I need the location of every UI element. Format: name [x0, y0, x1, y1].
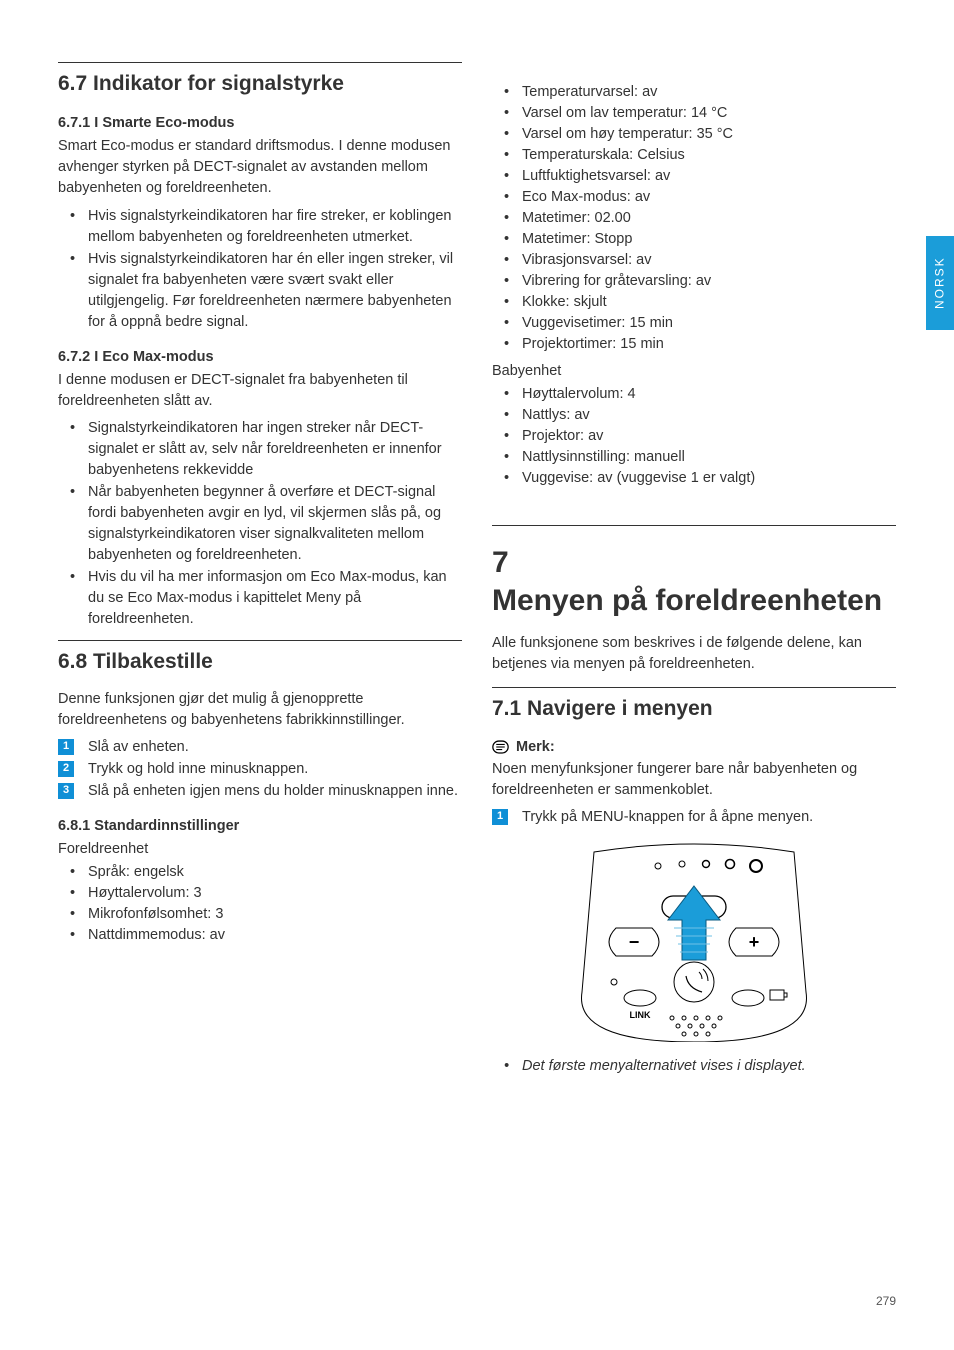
- bullets-unit-b: Høyttalervolum: 4 Nattlys: av Projektor:…: [492, 384, 896, 489]
- rule: [492, 525, 896, 526]
- heading-6-8: 6.8 Tilbakestille: [58, 647, 462, 677]
- list-item: Klokke: skjult: [522, 292, 896, 313]
- step-number-icon: 1: [492, 809, 508, 825]
- list-item: Hvis signalstyrkeindikatoren har én elle…: [88, 249, 462, 333]
- note-body: Noen menyfunksjoner fungerer bare når ba…: [492, 759, 896, 801]
- note-heading: Merk:: [492, 737, 896, 758]
- intro-6-7-1: Smart Eco-modus er standard driftsmodus.…: [58, 136, 462, 199]
- device-figure: MENU − +: [554, 842, 834, 1042]
- list-item: Språk: engelsk: [88, 862, 462, 883]
- unit-a-label: Foreldreenhet: [58, 839, 462, 860]
- step-text: Slå på enheten igjen mens du holder minu…: [88, 783, 458, 799]
- svg-text:−: −: [629, 932, 640, 952]
- step-text: Trykk og hold inne minusknappen.: [88, 761, 308, 777]
- rule: [58, 62, 462, 63]
- step-item: 1Slå av enheten.: [88, 737, 462, 758]
- chapter-title: Menyen på foreldreenheten: [492, 582, 882, 620]
- arrow-up-icon: [668, 886, 720, 960]
- list-item: Hvis signalstyrkeindikatoren har fire st…: [88, 206, 462, 248]
- list-item: Nattdimmemodus: av: [88, 925, 462, 946]
- bullets-6-7-1: Hvis signalstyrkeindikatoren har fire st…: [58, 206, 462, 333]
- step-number-icon: 1: [58, 739, 74, 755]
- page-number: 279: [876, 1293, 896, 1310]
- steps-6-8: 1Slå av enheten. 2Trykk og hold inne min…: [58, 737, 462, 802]
- bullets-cont: Temperaturvarsel: av Varsel om lav tempe…: [492, 82, 896, 355]
- heading-6-8-1: 6.8.1 Standardinnstillinger: [58, 816, 462, 837]
- result-note: Det første menyalternativet vises i disp…: [522, 1056, 896, 1077]
- bullets-6-7-2: Signalstyrkeindikatoren har ingen streke…: [58, 418, 462, 630]
- left-column: 6.7 Indikator for signalstyrke 6.7.1 I S…: [58, 62, 462, 1083]
- list-item: Mikrofonfølsomhet: 3: [88, 904, 462, 925]
- list-item: Vibrasjonsvarsel: av: [522, 250, 896, 271]
- list-item: Varsel om høy temperatur: 35 °C: [522, 124, 896, 145]
- list-item: Temperaturvarsel: av: [522, 82, 896, 103]
- step-number-icon: 2: [58, 761, 74, 777]
- bullets-unit-a: Språk: engelsk Høyttalervolum: 3 Mikrofo…: [58, 862, 462, 946]
- list-item: Projektor: av: [522, 426, 896, 447]
- heading-6-7-1: 6.7.1 I Smarte Eco-modus: [58, 113, 462, 134]
- right-column: Temperaturvarsel: av Varsel om lav tempe…: [492, 62, 896, 1083]
- language-tab: NORSK: [926, 236, 954, 330]
- list-item: Når babyenheten begynner å overføre et D…: [88, 482, 462, 566]
- list-item: Vibrering for gråtevarsling: av: [522, 271, 896, 292]
- rule: [492, 687, 896, 688]
- rule: [58, 640, 462, 641]
- chapter-number: 7: [492, 544, 534, 582]
- note-icon: [492, 740, 509, 754]
- step-item: 3Slå på enheten igjen mens du holder min…: [88, 781, 462, 802]
- steps-7-1: 1 Trykk på MENU-knappen for å åpne menyen…: [492, 807, 896, 828]
- svg-text:+: +: [749, 932, 760, 952]
- result-bullets: Det første menyalternativet vises i disp…: [492, 1056, 896, 1077]
- intro-6-7-2: I denne modusen er DECT-signalet fra bab…: [58, 370, 462, 412]
- note-label: Merk:: [516, 737, 555, 758]
- heading-6-7: 6.7 Indikator for signalstyrke: [58, 69, 462, 99]
- unit-b-label: Babyenhet: [492, 361, 896, 382]
- intro-6-8: Denne funksjonen gjør det mulig å gjenop…: [58, 689, 462, 731]
- list-item: Hvis du vil ha mer informasjon om Eco Ma…: [88, 567, 462, 630]
- chapter-intro: Alle funksjonene som beskrives i de følg…: [492, 633, 896, 675]
- list-item: Nattlys: av: [522, 405, 896, 426]
- step-text: Trykk på MENU-knappen for å åpne menyen.: [522, 809, 813, 825]
- list-item: Matetimer: 02.00: [522, 208, 896, 229]
- list-item: Signalstyrkeindikatoren har ingen streke…: [88, 418, 462, 481]
- list-item: Luftfuktighetsvarsel: av: [522, 166, 896, 187]
- list-item: Projektortimer: 15 min: [522, 334, 896, 355]
- list-item: Eco Max-modus: av: [522, 187, 896, 208]
- list-item: Nattlysinnstilling: manuell: [522, 447, 896, 468]
- heading-7-1: 7.1 Navigere i menyen: [492, 694, 896, 724]
- list-item: Matetimer: Stopp: [522, 229, 896, 250]
- list-item: Vuggevisetimer: 15 min: [522, 313, 896, 334]
- list-item: Temperaturskala: Celsius: [522, 145, 896, 166]
- list-item: Høyttalervolum: 4: [522, 384, 896, 405]
- chapter-heading-7: 7Menyen på foreldreenheten: [492, 544, 896, 619]
- step-item: 2Trykk og hold inne minusknappen.: [88, 759, 462, 780]
- list-item: Høyttalervolum: 3: [88, 883, 462, 904]
- step-text: Slå av enheten.: [88, 739, 189, 755]
- link-label: LINK: [630, 1010, 651, 1020]
- step-number-icon: 3: [58, 783, 74, 799]
- list-item: Varsel om lav temperatur: 14 °C: [522, 103, 896, 124]
- heading-6-7-2: 6.7.2 I Eco Max-modus: [58, 347, 462, 368]
- step-item: 1Trykk på MENU-knappen for å åpne menyen…: [522, 807, 896, 828]
- list-item: Vuggevise: av (vuggevise 1 er valgt): [522, 468, 896, 489]
